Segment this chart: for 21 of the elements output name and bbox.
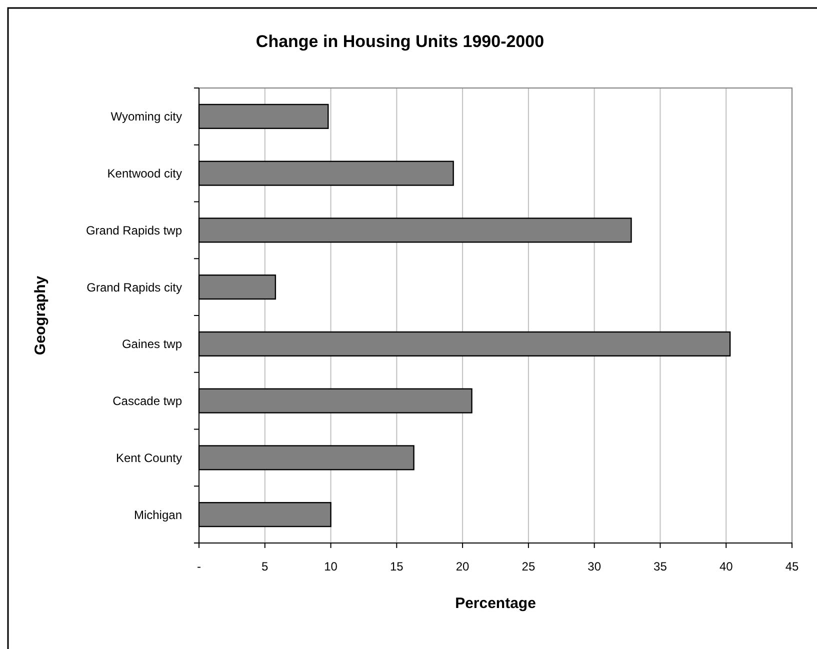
x-tick-label: 20 xyxy=(456,560,470,574)
x-tick-label: 25 xyxy=(522,560,536,574)
y-tick-label: Kentwood city xyxy=(107,166,182,181)
y-tick-label: Michigan xyxy=(134,508,182,522)
x-tick-label: 45 xyxy=(785,560,799,574)
y-tick-label: Grand Rapids twp xyxy=(86,223,182,238)
y-tick-label: Kent County xyxy=(116,450,182,465)
y-axis-title: Geography xyxy=(32,275,49,356)
x-tick-label: 5 xyxy=(262,560,269,574)
x-tick-label: - xyxy=(197,560,201,574)
x-tick-label: 30 xyxy=(588,560,602,574)
x-tick-label: 40 xyxy=(719,560,734,574)
y-tick-label: Grand Rapids city xyxy=(86,280,182,294)
x-tick-label: 15 xyxy=(390,560,404,574)
chart-title: Change in Housing Units 1990-2000 xyxy=(256,32,544,51)
y-tick-label: Cascade twp xyxy=(112,394,182,408)
y-tick-label: Gaines twp xyxy=(122,337,182,352)
x-axis-title: Percentage xyxy=(455,595,536,612)
x-tick-label: 35 xyxy=(654,560,668,574)
x-tick-label: 10 xyxy=(324,560,338,574)
y-tick-label: Wyoming city xyxy=(110,110,182,124)
